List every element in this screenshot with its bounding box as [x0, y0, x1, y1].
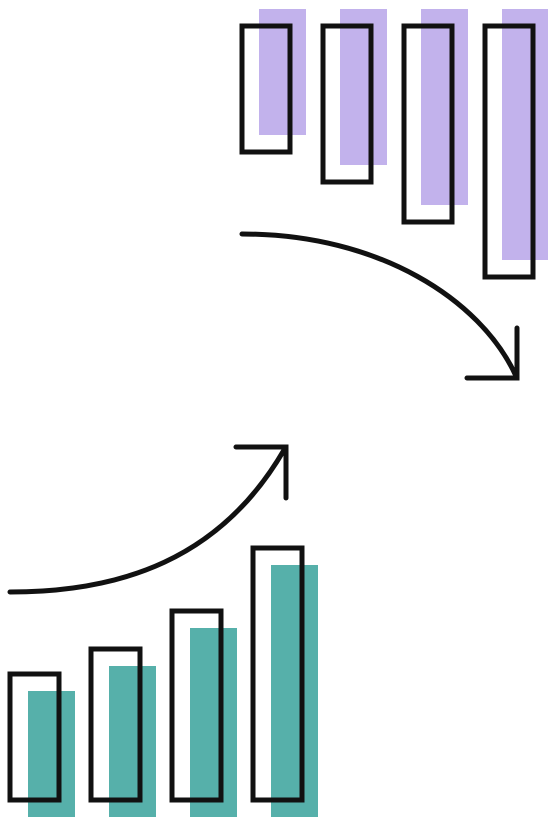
falling-bar-fill — [502, 9, 548, 260]
curved-arrow-up-right-icon — [7, 447, 287, 595]
falling-bar-fill — [421, 9, 468, 205]
falling-bar-outline — [401, 23, 455, 225]
falling-bars-group — [239, 9, 548, 280]
rising-bar-fill — [28, 691, 75, 817]
curved-arrow-down-right-icon — [239, 231, 518, 377]
rising-bar-outline — [169, 608, 224, 803]
rising-bar-outline — [250, 545, 305, 803]
rising-bar-fill — [271, 565, 318, 817]
falling-bar-outline — [482, 23, 536, 280]
rising-bar-fill — [109, 666, 156, 817]
falling-bar-outline — [239, 23, 293, 155]
falling-bar-fill — [340, 9, 387, 165]
falling-bar-fill — [259, 9, 306, 135]
rising-bar-outline — [88, 646, 143, 803]
rising-bars-group — [7, 545, 318, 817]
falling-bar-outline — [320, 23, 374, 185]
rising-bar-outline — [7, 671, 62, 803]
arrow-down-right-head-icon — [464, 325, 520, 381]
arrow-up-right-head-icon — [233, 444, 289, 501]
rising-bar-fill — [190, 628, 237, 817]
